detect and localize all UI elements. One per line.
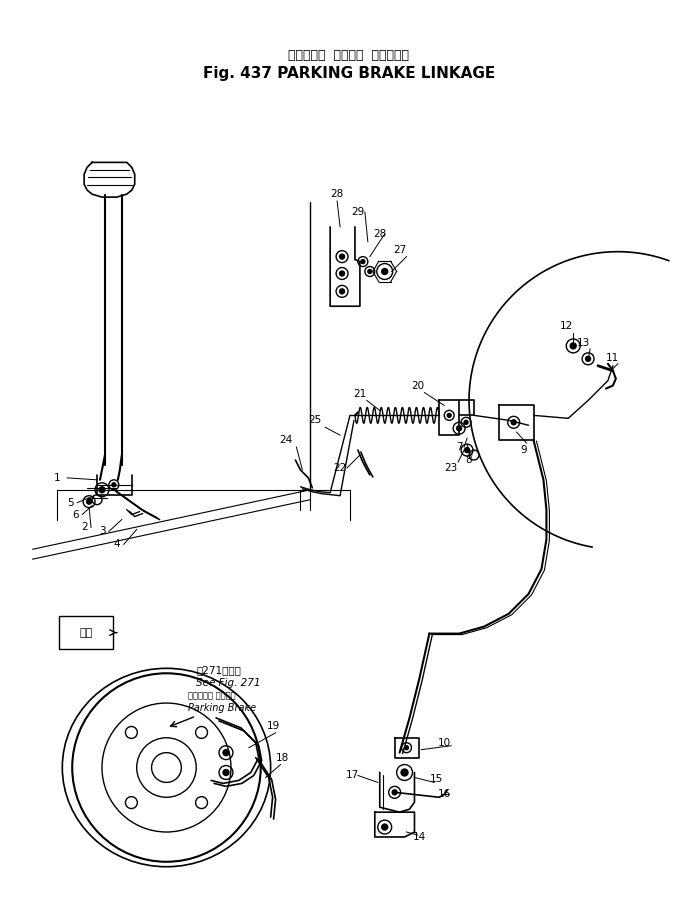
Text: 第271図参照: 第271図参照 (196, 665, 241, 675)
Text: 前方: 前方 (80, 628, 93, 638)
Text: 19: 19 (267, 720, 280, 731)
Text: 18: 18 (276, 753, 289, 763)
Circle shape (368, 269, 372, 274)
Text: 22: 22 (334, 463, 347, 473)
Text: 15: 15 (430, 775, 443, 785)
Text: 29: 29 (351, 207, 364, 217)
Circle shape (447, 414, 451, 417)
Circle shape (401, 769, 408, 776)
Text: 6: 6 (72, 509, 78, 519)
Text: 1: 1 (54, 473, 61, 482)
Circle shape (339, 271, 345, 276)
Circle shape (361, 259, 365, 264)
Text: 23: 23 (445, 463, 458, 473)
Text: 25: 25 (309, 415, 322, 425)
Circle shape (339, 255, 345, 259)
Circle shape (456, 425, 461, 431)
Text: 2: 2 (81, 523, 87, 532)
Circle shape (465, 448, 470, 452)
Text: 21: 21 (353, 389, 366, 399)
Text: Parking Brake: Parking Brake (188, 703, 256, 713)
Circle shape (382, 268, 387, 275)
Text: 28: 28 (330, 189, 343, 199)
Text: 12: 12 (560, 321, 573, 331)
Circle shape (511, 420, 516, 425)
Text: 7: 7 (456, 442, 463, 452)
Circle shape (570, 343, 576, 349)
Text: 10: 10 (438, 738, 451, 748)
Text: 5: 5 (67, 498, 73, 507)
Circle shape (87, 499, 91, 505)
Text: 17: 17 (346, 770, 359, 780)
Circle shape (382, 824, 387, 830)
Text: パーキング  ブレーキ  リンケージ: パーキング ブレーキ リンケージ (288, 49, 410, 62)
FancyBboxPatch shape (59, 616, 113, 650)
Text: 28: 28 (373, 229, 387, 239)
Text: 14: 14 (413, 832, 426, 842)
Circle shape (99, 487, 105, 493)
Circle shape (586, 357, 591, 361)
Circle shape (223, 750, 229, 755)
Text: 9: 9 (520, 445, 527, 455)
Circle shape (464, 420, 468, 425)
Text: Fig. 437 PARKING BRAKE LINKAGE: Fig. 437 PARKING BRAKE LINKAGE (203, 65, 495, 81)
Text: 4: 4 (114, 539, 120, 550)
Circle shape (392, 789, 397, 795)
Text: See Fig. 271: See Fig. 271 (196, 678, 261, 688)
Text: 16: 16 (438, 789, 451, 800)
Text: パーキング ブレーキ: パーキング ブレーキ (188, 692, 236, 700)
Circle shape (405, 745, 408, 750)
Text: 27: 27 (393, 244, 406, 255)
Circle shape (112, 482, 116, 487)
Text: 11: 11 (607, 353, 620, 363)
Text: 13: 13 (577, 338, 590, 348)
Text: 3: 3 (98, 527, 105, 537)
Circle shape (339, 289, 345, 294)
Circle shape (223, 769, 229, 776)
Text: 8: 8 (466, 455, 473, 465)
Text: 20: 20 (411, 380, 424, 391)
Text: 24: 24 (279, 436, 292, 445)
